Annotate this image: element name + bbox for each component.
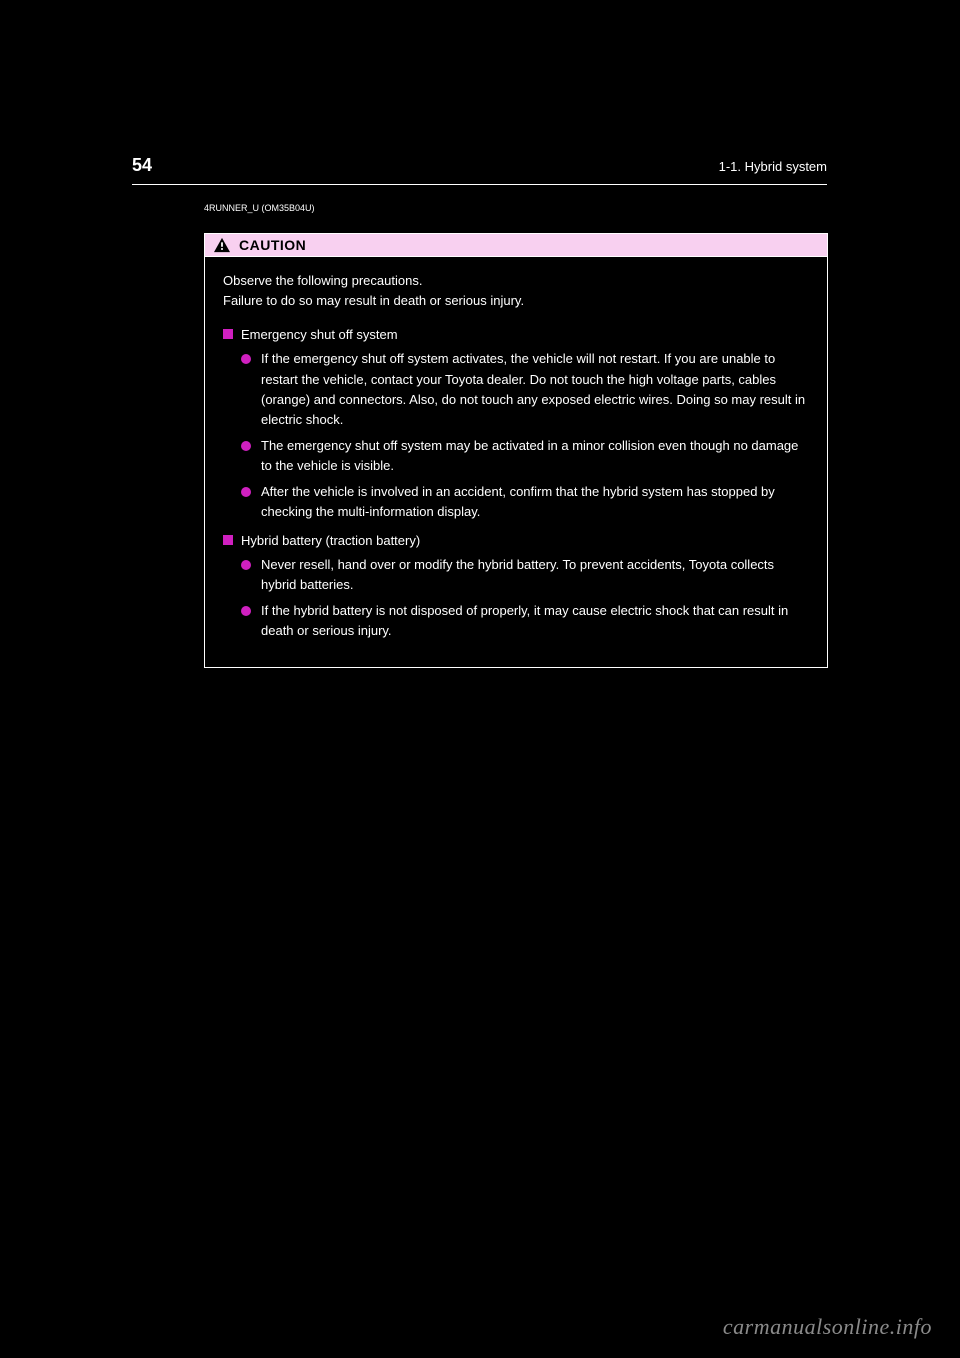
bullet-item: After the vehicle is involved in an acci… bbox=[241, 482, 809, 522]
caution-body: Observe the following precautions.Failur… bbox=[205, 257, 827, 655]
bullet-item: If the hybrid battery is not disposed of… bbox=[241, 601, 809, 641]
caution-topic: Hybrid battery (traction battery) Never … bbox=[223, 531, 809, 642]
bullet-text: Never resell, hand over or modify the hy… bbox=[261, 555, 809, 595]
topic-title: Emergency shut off system bbox=[241, 325, 398, 345]
round-bullet-icon bbox=[241, 354, 251, 364]
round-bullet-icon bbox=[241, 441, 251, 451]
topic-title-row: Hybrid battery (traction battery) bbox=[223, 531, 809, 551]
page-content: 54 1-1. Hybrid system 4RUNNER_U (OM35B04… bbox=[132, 155, 827, 668]
bullet-text: If the hybrid battery is not disposed of… bbox=[261, 601, 809, 641]
square-bullet-icon bbox=[223, 535, 233, 545]
caution-box: CAUTION Observe the following precaution… bbox=[204, 233, 828, 668]
round-bullet-icon bbox=[241, 606, 251, 616]
page-header: 54 1-1. Hybrid system bbox=[132, 155, 827, 176]
topic-title: Hybrid battery (traction battery) bbox=[241, 531, 420, 551]
watermark-text: carmanualsonline.info bbox=[723, 1314, 932, 1340]
bullet-item: The emergency shut off system may be act… bbox=[241, 436, 809, 476]
section-title: 1-1. Hybrid system bbox=[719, 159, 827, 174]
bullet-item: Never resell, hand over or modify the hy… bbox=[241, 555, 809, 595]
header-divider bbox=[132, 184, 827, 185]
caution-topic: Emergency shut off system If the emergen… bbox=[223, 325, 809, 522]
copyright-text: 4RUNNER_U (OM35B04U) bbox=[204, 203, 827, 213]
page-number: 54 bbox=[132, 155, 152, 176]
round-bullet-icon bbox=[241, 487, 251, 497]
round-bullet-icon bbox=[241, 560, 251, 570]
bullet-item: If the emergency shut off system activat… bbox=[241, 349, 809, 430]
topic-title-row: Emergency shut off system bbox=[223, 325, 809, 345]
bullet-text: If the emergency shut off system activat… bbox=[261, 349, 809, 430]
bullet-text: The emergency shut off system may be act… bbox=[261, 436, 809, 476]
warning-triangle-icon bbox=[213, 237, 231, 253]
caution-intro: Observe the following precautions.Failur… bbox=[223, 271, 809, 311]
caution-label: CAUTION bbox=[239, 237, 306, 253]
bullet-text: After the vehicle is involved in an acci… bbox=[261, 482, 809, 522]
square-bullet-icon bbox=[223, 329, 233, 339]
caution-header: CAUTION bbox=[205, 234, 827, 257]
